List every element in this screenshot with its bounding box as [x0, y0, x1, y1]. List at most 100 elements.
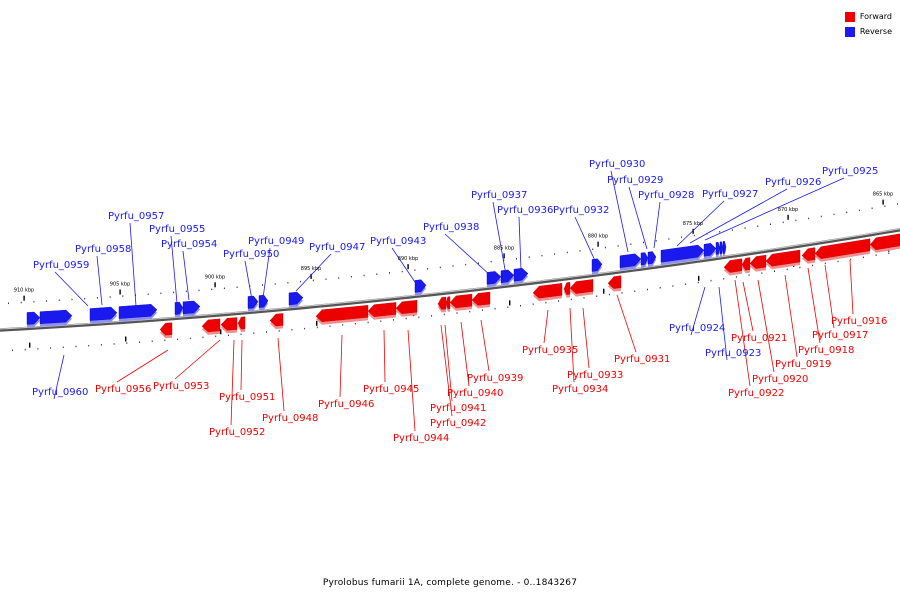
gene-label-pyrfu_0943[interactable]: Pyrfu_0943 — [370, 236, 426, 247]
gene-label-pyrfu_0951[interactable]: Pyrfu_0951 — [219, 392, 275, 403]
gene-pyrfu_0957-arrow[interactable] — [118, 304, 158, 319]
gene-pyrfu_0960-arrow[interactable] — [26, 311, 41, 325]
gene-pyrfu_0956-arrow[interactable] — [159, 322, 173, 336]
gene-pyrfu_0951-arrow[interactable] — [237, 316, 246, 330]
gene-label-pyrfu_0955[interactable]: Pyrfu_0955 — [149, 224, 205, 235]
gene-pyrfu_0918-arrow[interactable] — [801, 247, 816, 261]
gene-pyrfu_0929-arrow[interactable] — [640, 252, 649, 266]
gene-label-pyrfu_0916[interactable]: Pyrfu_0916 — [831, 316, 887, 327]
gene-pyrfu_0920-arrow[interactable] — [749, 254, 767, 269]
gene-pyrfu_0916-arrow[interactable] — [869, 233, 900, 251]
gene-label-pyrfu_0954[interactable]: Pyrfu_0954 — [161, 239, 217, 250]
gene-label-pyrfu_0917[interactable]: Pyrfu_0917 — [812, 330, 868, 341]
gene-pyrfu_0958-arrow[interactable] — [89, 306, 118, 321]
gene-label-pyrfu_0923[interactable]: Pyrfu_0923 — [705, 348, 761, 359]
gene-pyrfu_0922-arrow[interactable] — [723, 258, 743, 273]
gene-label-pyrfu_0949[interactable]: Pyrfu_0949 — [248, 236, 304, 247]
gene-label-pyrfu_0959[interactable]: Pyrfu_0959 — [33, 260, 89, 271]
leader-line — [129, 222, 137, 307]
leader-line — [628, 186, 648, 250]
gene-pyrfu_0931-arrow[interactable] — [607, 275, 622, 289]
gene-pyrfu_0925-arrow[interactable] — [715, 241, 721, 255]
gene-label-pyrfu_0921[interactable]: Pyrfu_0921 — [731, 333, 787, 344]
gene-label-pyrfu_0944[interactable]: Pyrfu_0944 — [393, 433, 449, 444]
gene-pyrfu_0928-arrow[interactable] — [647, 251, 657, 265]
gene-pyrfu_0945-arrow[interactable] — [367, 302, 397, 317]
gene-label-pyrfu_0941[interactable]: Pyrfu_0941 — [430, 403, 486, 414]
gene-label-pyrfu_0922[interactable]: Pyrfu_0922 — [728, 388, 784, 399]
gene-pyrfu_0944-arrow[interactable] — [395, 299, 418, 315]
gene-pyrfu_0924-arrow[interactable] — [719, 241, 724, 255]
leader-line — [849, 259, 854, 315]
gene-label-pyrfu_0928[interactable]: Pyrfu_0928 — [638, 190, 694, 201]
gene-pyrfu_0941-arrow[interactable] — [445, 296, 451, 310]
gene-pyrfu_0935-arrow[interactable] — [532, 283, 563, 299]
gene-pyrfu_0923-arrow[interactable] — [722, 241, 727, 254]
gene-label-pyrfu_0925[interactable]: Pyrfu_0925 — [822, 166, 878, 177]
gene-pyrfu_0930-arrow[interactable] — [619, 253, 642, 269]
gene-pyrfu_0950-arrow[interactable] — [247, 295, 259, 309]
gene-label-pyrfu_0927[interactable]: Pyrfu_0927 — [702, 189, 758, 200]
leader-line — [492, 201, 507, 276]
gene-pyrfu_0939-arrow[interactable] — [471, 291, 491, 306]
gene-label-pyrfu_0950[interactable]: Pyrfu_0950 — [223, 249, 279, 260]
gene-label-pyrfu_0920[interactable]: Pyrfu_0920 — [752, 374, 808, 385]
tick-dot — [380, 320, 382, 322]
gene-label-pyrfu_0939[interactable]: Pyrfu_0939 — [467, 373, 523, 384]
gene-label-pyrfu_0930[interactable]: Pyrfu_0930 — [589, 159, 645, 170]
gene-pyrfu_0919-arrow[interactable] — [765, 249, 801, 267]
gene-pyrfu_0926-arrow[interactable] — [703, 243, 717, 257]
gene-label-pyrfu_0958[interactable]: Pyrfu_0958 — [75, 244, 131, 255]
gene-label-pyrfu_0938[interactable]: Pyrfu_0938 — [423, 222, 479, 233]
gene-pyrfu_0959-arrow[interactable] — [39, 309, 73, 324]
gene-label-pyrfu_0929[interactable]: Pyrfu_0929 — [607, 175, 663, 186]
gene-pyrfu_0954-arrow[interactable] — [182, 300, 201, 315]
tick-dot — [278, 330, 280, 332]
gene-label-pyrfu_0931[interactable]: Pyrfu_0931 — [614, 354, 670, 365]
gene-label-pyrfu_0960[interactable]: Pyrfu_0960 — [32, 387, 88, 398]
leader-line — [460, 321, 470, 387]
gene-label-pyrfu_0935[interactable]: Pyrfu_0935 — [522, 345, 578, 356]
gene-label-pyrfu_0933[interactable]: Pyrfu_0933 — [567, 370, 623, 381]
gene-pyrfu_0937-arrow[interactable] — [500, 269, 515, 283]
gene-label-pyrfu_0940[interactable]: Pyrfu_0940 — [447, 388, 503, 399]
gene-pyrfu_0936-arrow[interactable] — [513, 267, 529, 282]
gene-pyrfu_0927-arrow[interactable] — [660, 244, 705, 263]
gene-pyrfu_0953-arrow[interactable] — [201, 318, 221, 333]
gene-pyrfu_0948-arrow[interactable] — [269, 313, 284, 327]
gene-pyrfu_0938-arrow[interactable] — [486, 271, 502, 285]
gene-pyrfu_0943-arrow[interactable] — [414, 279, 427, 293]
gene-label-pyrfu_0957[interactable]: Pyrfu_0957 — [108, 211, 164, 222]
gene-label-pyrfu_0953[interactable]: Pyrfu_0953 — [153, 381, 209, 392]
gene-pyrfu_0932-arrow[interactable] — [591, 258, 603, 272]
gene-pyrfu_0940-arrow[interactable] — [449, 293, 473, 309]
gene-label-pyrfu_0918[interactable]: Pyrfu_0918 — [798, 345, 854, 356]
gene-pyrfu_0946-arrow[interactable] — [315, 305, 369, 323]
gene-pyrfu_0934-arrow[interactable] — [563, 282, 571, 295]
axis-line — [0, 228, 900, 332]
gene-pyrfu_0952-arrow[interactable] — [220, 317, 238, 331]
leader-line — [383, 329, 386, 383]
gene-label-pyrfu_0926[interactable]: Pyrfu_0926 — [765, 177, 821, 188]
gene-label-pyrfu_0956[interactable]: Pyrfu_0956 — [95, 384, 151, 395]
tick-dot — [88, 344, 90, 347]
gene-pyrfu_0955-arrow[interactable] — [174, 301, 184, 315]
gene-label-pyrfu_0947[interactable]: Pyrfu_0947 — [309, 242, 365, 253]
gene-label-pyrfu_0919[interactable]: Pyrfu_0919 — [775, 359, 831, 370]
gene-label-pyrfu_0945[interactable]: Pyrfu_0945 — [363, 384, 419, 395]
gene-label-pyrfu_0946[interactable]: Pyrfu_0946 — [318, 399, 374, 410]
gene-label-pyrfu_0924[interactable]: Pyrfu_0924 — [669, 323, 725, 334]
gene-pyrfu_0947-arrow[interactable] — [288, 291, 304, 306]
gene-label-pyrfu_0936[interactable]: Pyrfu_0936 — [497, 205, 553, 216]
gene-pyrfu_0917-arrow[interactable] — [814, 238, 871, 259]
gene-label-pyrfu_0932[interactable]: Pyrfu_0932 — [553, 205, 609, 216]
gene-label-pyrfu_0952[interactable]: Pyrfu_0952 — [209, 427, 265, 438]
gene-pyrfu_0942-arrow[interactable] — [437, 296, 447, 310]
gene-label-pyrfu_0948[interactable]: Pyrfu_0948 — [262, 413, 318, 424]
gene-pyrfu_0921-arrow[interactable] — [741, 257, 751, 271]
gene-label-pyrfu_0937[interactable]: Pyrfu_0937 — [471, 190, 527, 201]
gene-pyrfu_0933-arrow[interactable] — [569, 279, 594, 294]
gene-label-pyrfu_0942[interactable]: Pyrfu_0942 — [430, 418, 486, 429]
gene-label-pyrfu_0934[interactable]: Pyrfu_0934 — [552, 384, 608, 395]
tick-dot — [481, 309, 483, 311]
